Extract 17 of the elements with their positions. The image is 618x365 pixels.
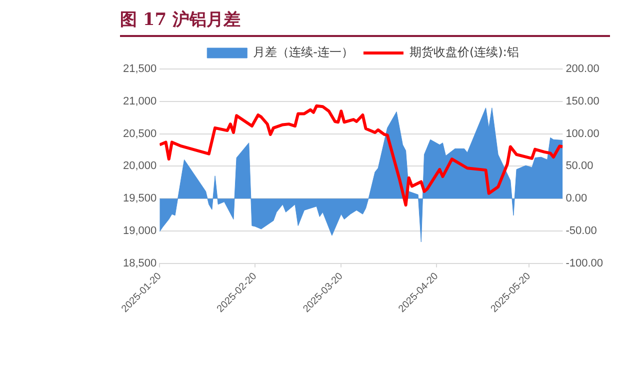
y-tick-label: 21,500	[122, 63, 157, 76]
legend-label: 月差（连续-连一）	[253, 45, 354, 60]
y2-tick-label: 150.00	[566, 95, 600, 108]
chart-title: 图 17 沪铝月差	[120, 8, 610, 37]
y-tick-label: 18,500	[122, 257, 157, 270]
legend-label: 期货收盘价(连续):铝	[409, 45, 519, 60]
y2-tick-label: 50.00	[566, 160, 594, 172]
y-tick-label: 20,500	[122, 128, 157, 140]
y2-tick-label: 100.00	[566, 128, 600, 140]
y-tick-label: 21,000	[122, 95, 157, 108]
y2-tick-label: 0.00	[566, 192, 588, 205]
y-tick-label: 20,000	[122, 160, 157, 172]
y-tick-label: 19,500	[122, 192, 157, 205]
y2-tick-label: -100.00	[566, 257, 604, 270]
y2-tick-label: 200.00	[566, 63, 600, 76]
y2-tick-label: -50.00	[566, 224, 597, 237]
y-tick-label: 19,000	[122, 224, 157, 237]
